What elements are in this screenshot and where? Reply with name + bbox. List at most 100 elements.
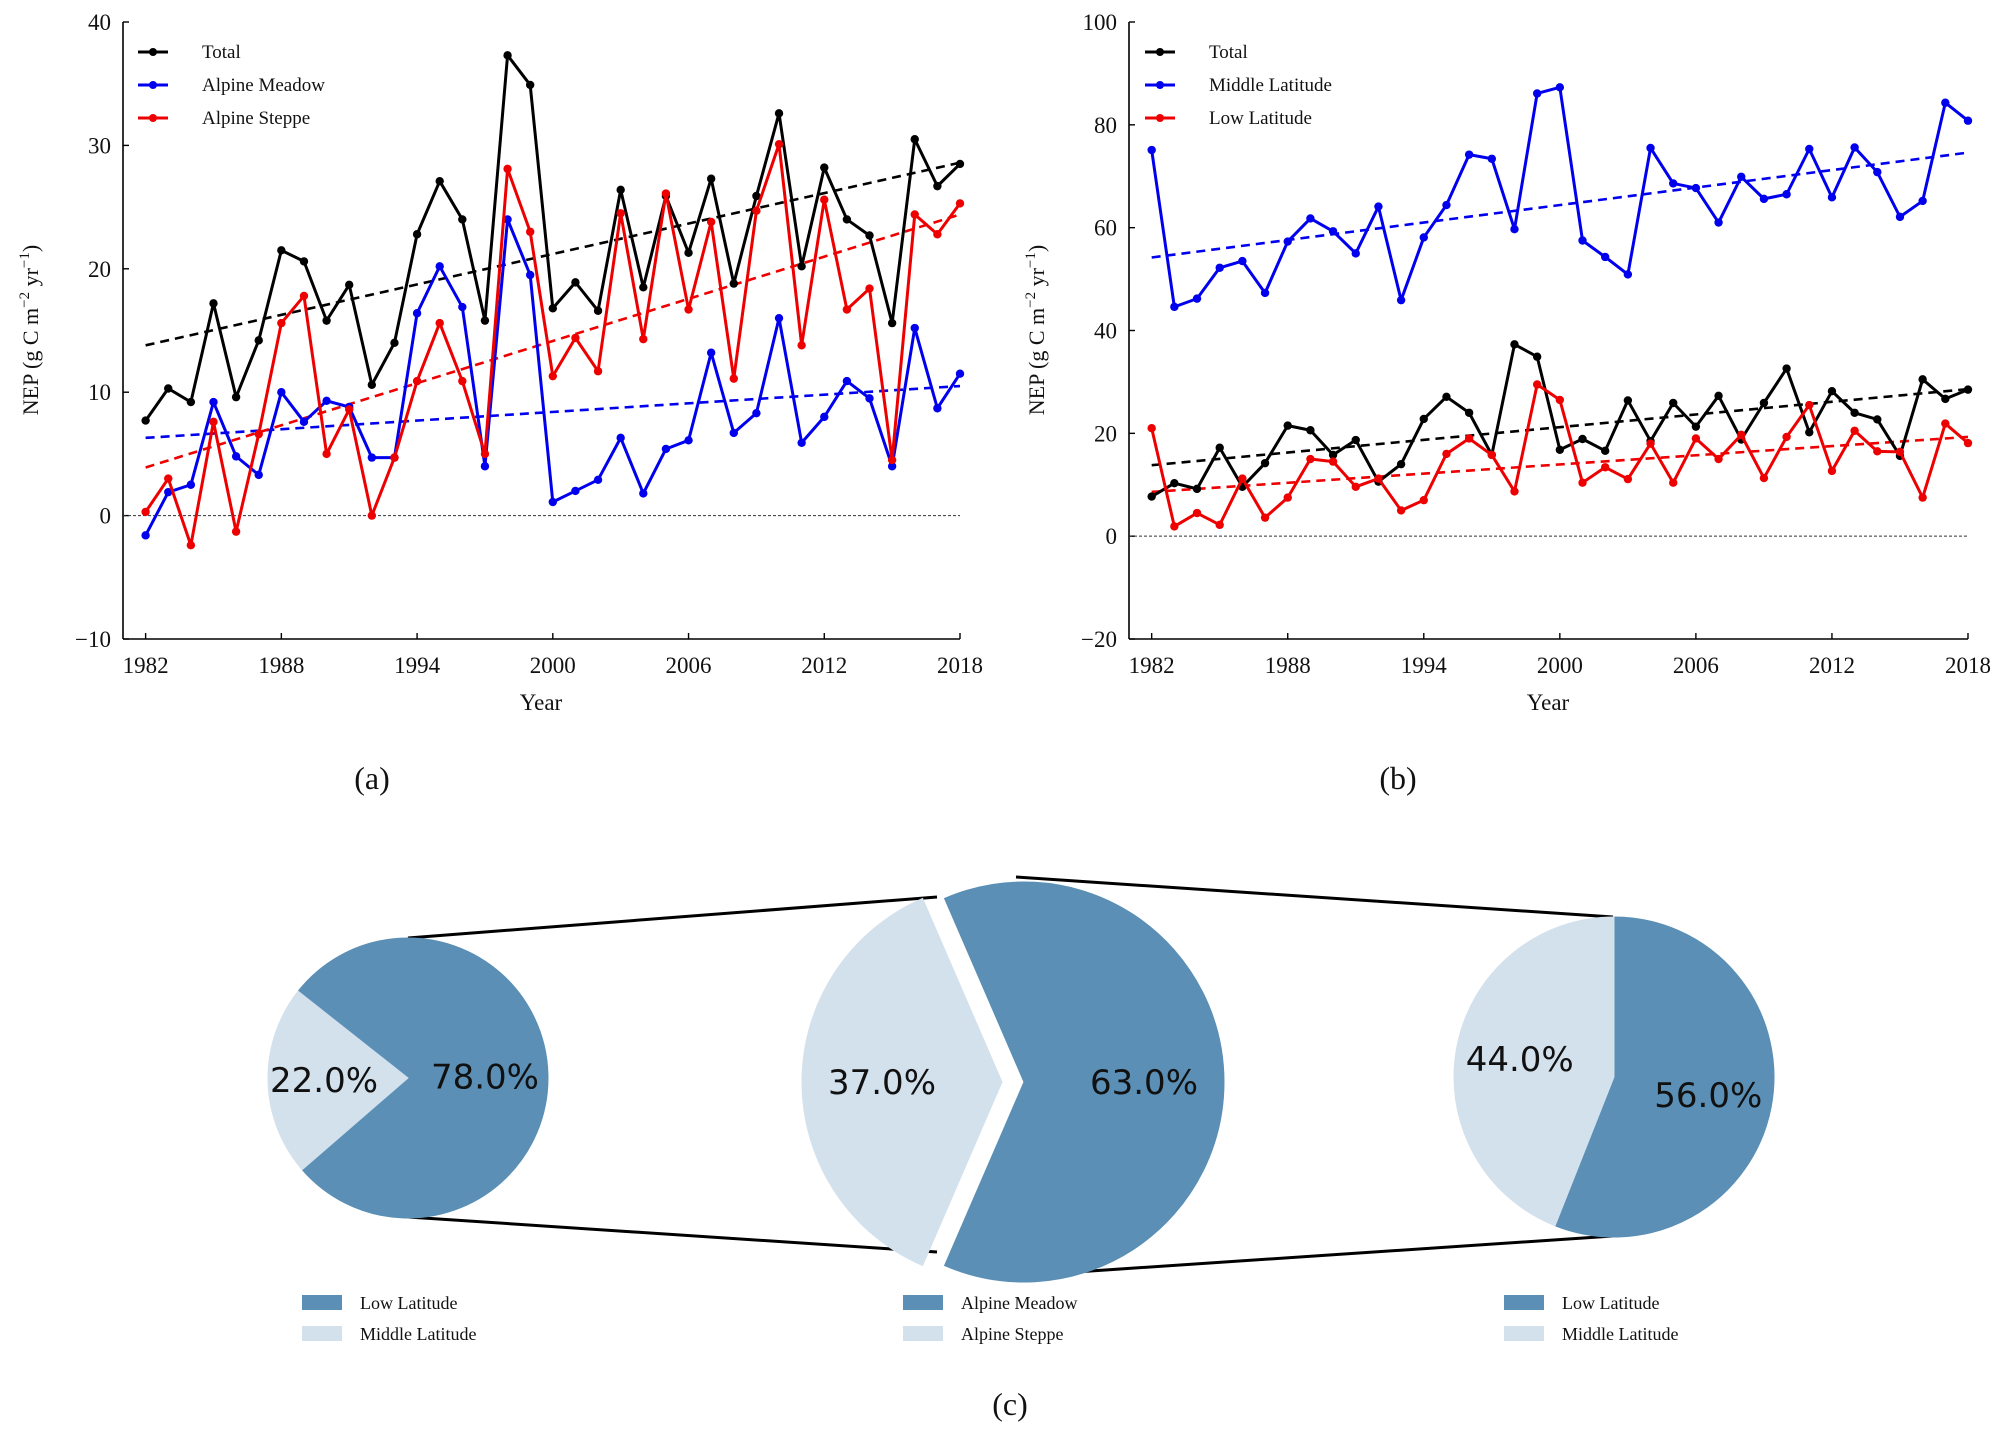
panel-b-point-middle-latitude — [1646, 143, 1655, 153]
legend-alpine-meadow-swatch — [903, 1295, 943, 1310]
panel-a-point-total — [390, 338, 399, 348]
panel-a-point-alpine-meadow — [254, 470, 263, 480]
panel-a-x-axis-label: Year — [520, 690, 563, 715]
panel-b-point-low-latitude — [1895, 447, 1905, 457]
panel-a-line-alpine-steppe — [144, 142, 962, 547]
panel-b-point-middle-latitude — [1941, 98, 1950, 107]
panel-b-point-middle-latitude — [1351, 249, 1360, 258]
panel-a-y-tick-label: 30 — [88, 133, 111, 158]
legend-middle-latitude-swatch — [1504, 1326, 1544, 1341]
legend-low-latitude-label: Low Latitude — [360, 1293, 457, 1313]
panel-a-y-tick-label: −10 — [75, 627, 111, 652]
panel-b-point-total — [1578, 434, 1587, 444]
panel-a-trend-alpine-steppe — [145, 213, 961, 469]
panel-a-series — [141, 51, 965, 550]
panel-a-point-alpine-steppe — [684, 305, 693, 314]
legend-middle-latitude-label: Middle Latitude — [1562, 1324, 1678, 1344]
panel-b-point-total — [1691, 422, 1701, 431]
panel-b-point-middle-latitude — [1306, 214, 1315, 223]
panel-b-point-low-latitude — [1918, 493, 1927, 502]
panel-a-point-total — [639, 283, 648, 292]
panel-b-point-middle-latitude — [1873, 167, 1882, 177]
panel-b-y-tick-label: −20 — [1081, 627, 1117, 652]
legend-low-latitude-label: Low Latitude — [1209, 108, 1312, 129]
panel-a-point-total — [164, 384, 173, 393]
panel-a-point-total — [706, 174, 716, 183]
pie-1-slice-low-latitude — [297, 937, 549, 1219]
panel-a-point-total — [571, 278, 580, 287]
panel-b-point-total — [1669, 398, 1678, 408]
panel-a-point-alpine-steppe — [164, 474, 173, 483]
legend-alpine-steppe-marker — [149, 114, 157, 122]
panel-b-point-middle-latitude — [1510, 225, 1519, 234]
panel-a-point-alpine-meadow — [842, 376, 852, 386]
panel-b-point-total — [1941, 394, 1950, 404]
panel-b-point-low-latitude — [1464, 434, 1474, 443]
panel-b-point-middle-latitude — [1918, 196, 1927, 206]
panel-b-point-middle-latitude — [1827, 193, 1837, 202]
panel-b-point-total — [1918, 375, 1927, 384]
panel-a-point-alpine-steppe — [458, 376, 467, 386]
panel-b-point-low-latitude — [1396, 506, 1406, 515]
panel-b-point-middle-latitude — [1669, 179, 1678, 188]
panel-b-point-middle-latitude — [1215, 263, 1224, 272]
legend-middle-latitude-label: Middle Latitude — [360, 1324, 476, 1344]
panel-b-trend-lines — [1151, 151, 1969, 494]
panel-b-point-middle-latitude — [1691, 183, 1701, 193]
panel-b-point-middle-latitude — [1260, 288, 1270, 298]
panel-a-point-total — [186, 397, 196, 407]
panel-b-point-low-latitude — [1215, 520, 1224, 530]
panel-a-point-total — [752, 191, 761, 201]
panel-a-point-alpine-steppe — [345, 405, 354, 414]
panel-b-point-low-latitude — [1669, 478, 1678, 487]
pie-1-label-low-latitude: 78.0% — [431, 1057, 539, 1097]
panel-b-point-low-latitude — [1487, 450, 1497, 460]
panel-b-point-total — [1170, 479, 1179, 488]
panel-a-point-alpine-steppe — [639, 334, 648, 344]
panel-b-point-low-latitude — [1941, 419, 1950, 428]
panel-a-point-alpine-steppe — [661, 189, 671, 198]
pie-group: 78.0% 22.0% 63.0% 37.0% 56.0% 44.0% — [267, 881, 1775, 1283]
panel-a-point-alpine-steppe — [525, 227, 535, 236]
panel-a-point-alpine-meadow — [887, 462, 897, 471]
legend-middle-latitude-label: Middle Latitude — [1209, 75, 1332, 96]
legend-total-marker — [149, 48, 157, 56]
panel-a-point-alpine-meadow — [525, 270, 535, 280]
pie-2-slice-alpine-meadow — [943, 881, 1225, 1283]
panel-a-point-alpine-steppe — [412, 376, 422, 386]
panel-a-x-tick-label: 2006 — [666, 653, 712, 678]
panel-a-point-alpine-meadow — [910, 323, 919, 333]
connector-line-bottom-left — [407, 1215, 938, 1254]
panel-a-ticks: 1982 1988 1994 2000 2006 2012 2018 −10 0 10 20 30 40 — [75, 10, 983, 678]
panel-a-point-alpine-meadow — [367, 453, 377, 462]
panel-a-point-total — [616, 185, 625, 195]
panel-a-point-alpine-steppe — [820, 195, 829, 204]
panel-b-point-total — [1623, 396, 1633, 405]
panel-b-point-total — [1419, 414, 1428, 424]
pie-2-label-alpine-meadow: 63.0% — [1090, 1063, 1198, 1103]
panel-a-label: (a) — [354, 760, 390, 796]
panel-a-point-alpine-meadow — [299, 417, 309, 427]
panel-a-y-tick-label: 20 — [88, 257, 111, 282]
panel-a-point-alpine-meadow — [616, 433, 625, 443]
panel-a-point-alpine-steppe — [231, 527, 241, 536]
panel-b-y-axis-label: NEP (g C m−2 yr−1) — [1023, 245, 1049, 415]
panel-b-y-tick-label: 100 — [1083, 10, 1118, 35]
panel-b-ticks: 1982 1988 1994 2000 2006 2012 2018 −20 0 20 40 60 80… — [1081, 10, 1991, 678]
panel-a-point-total — [865, 231, 874, 240]
pie-2-legend: Alpine Meadow Alpine Steppe — [903, 1293, 1077, 1344]
panel-a-point-alpine-meadow — [164, 487, 173, 497]
panel-b-point-low-latitude — [1532, 380, 1542, 389]
panel-b-point-low-latitude — [1170, 522, 1179, 531]
panel-a-point-total — [367, 380, 377, 389]
panel-a-point-alpine-steppe — [435, 318, 444, 328]
panel-a-point-alpine-steppe — [752, 206, 761, 216]
panel-a-point-total — [933, 181, 942, 191]
panel-a-point-alpine-meadow — [186, 480, 196, 489]
legend-alpine-meadow-marker — [149, 81, 157, 89]
panel-a-point-alpine-meadow — [797, 438, 806, 447]
panel-b-trend-total — [1151, 387, 1969, 467]
panel-a-point-total — [277, 246, 286, 255]
panel-b-point-low-latitude — [1260, 513, 1270, 522]
legend-alpine-meadow-label: Alpine Meadow — [202, 75, 325, 96]
